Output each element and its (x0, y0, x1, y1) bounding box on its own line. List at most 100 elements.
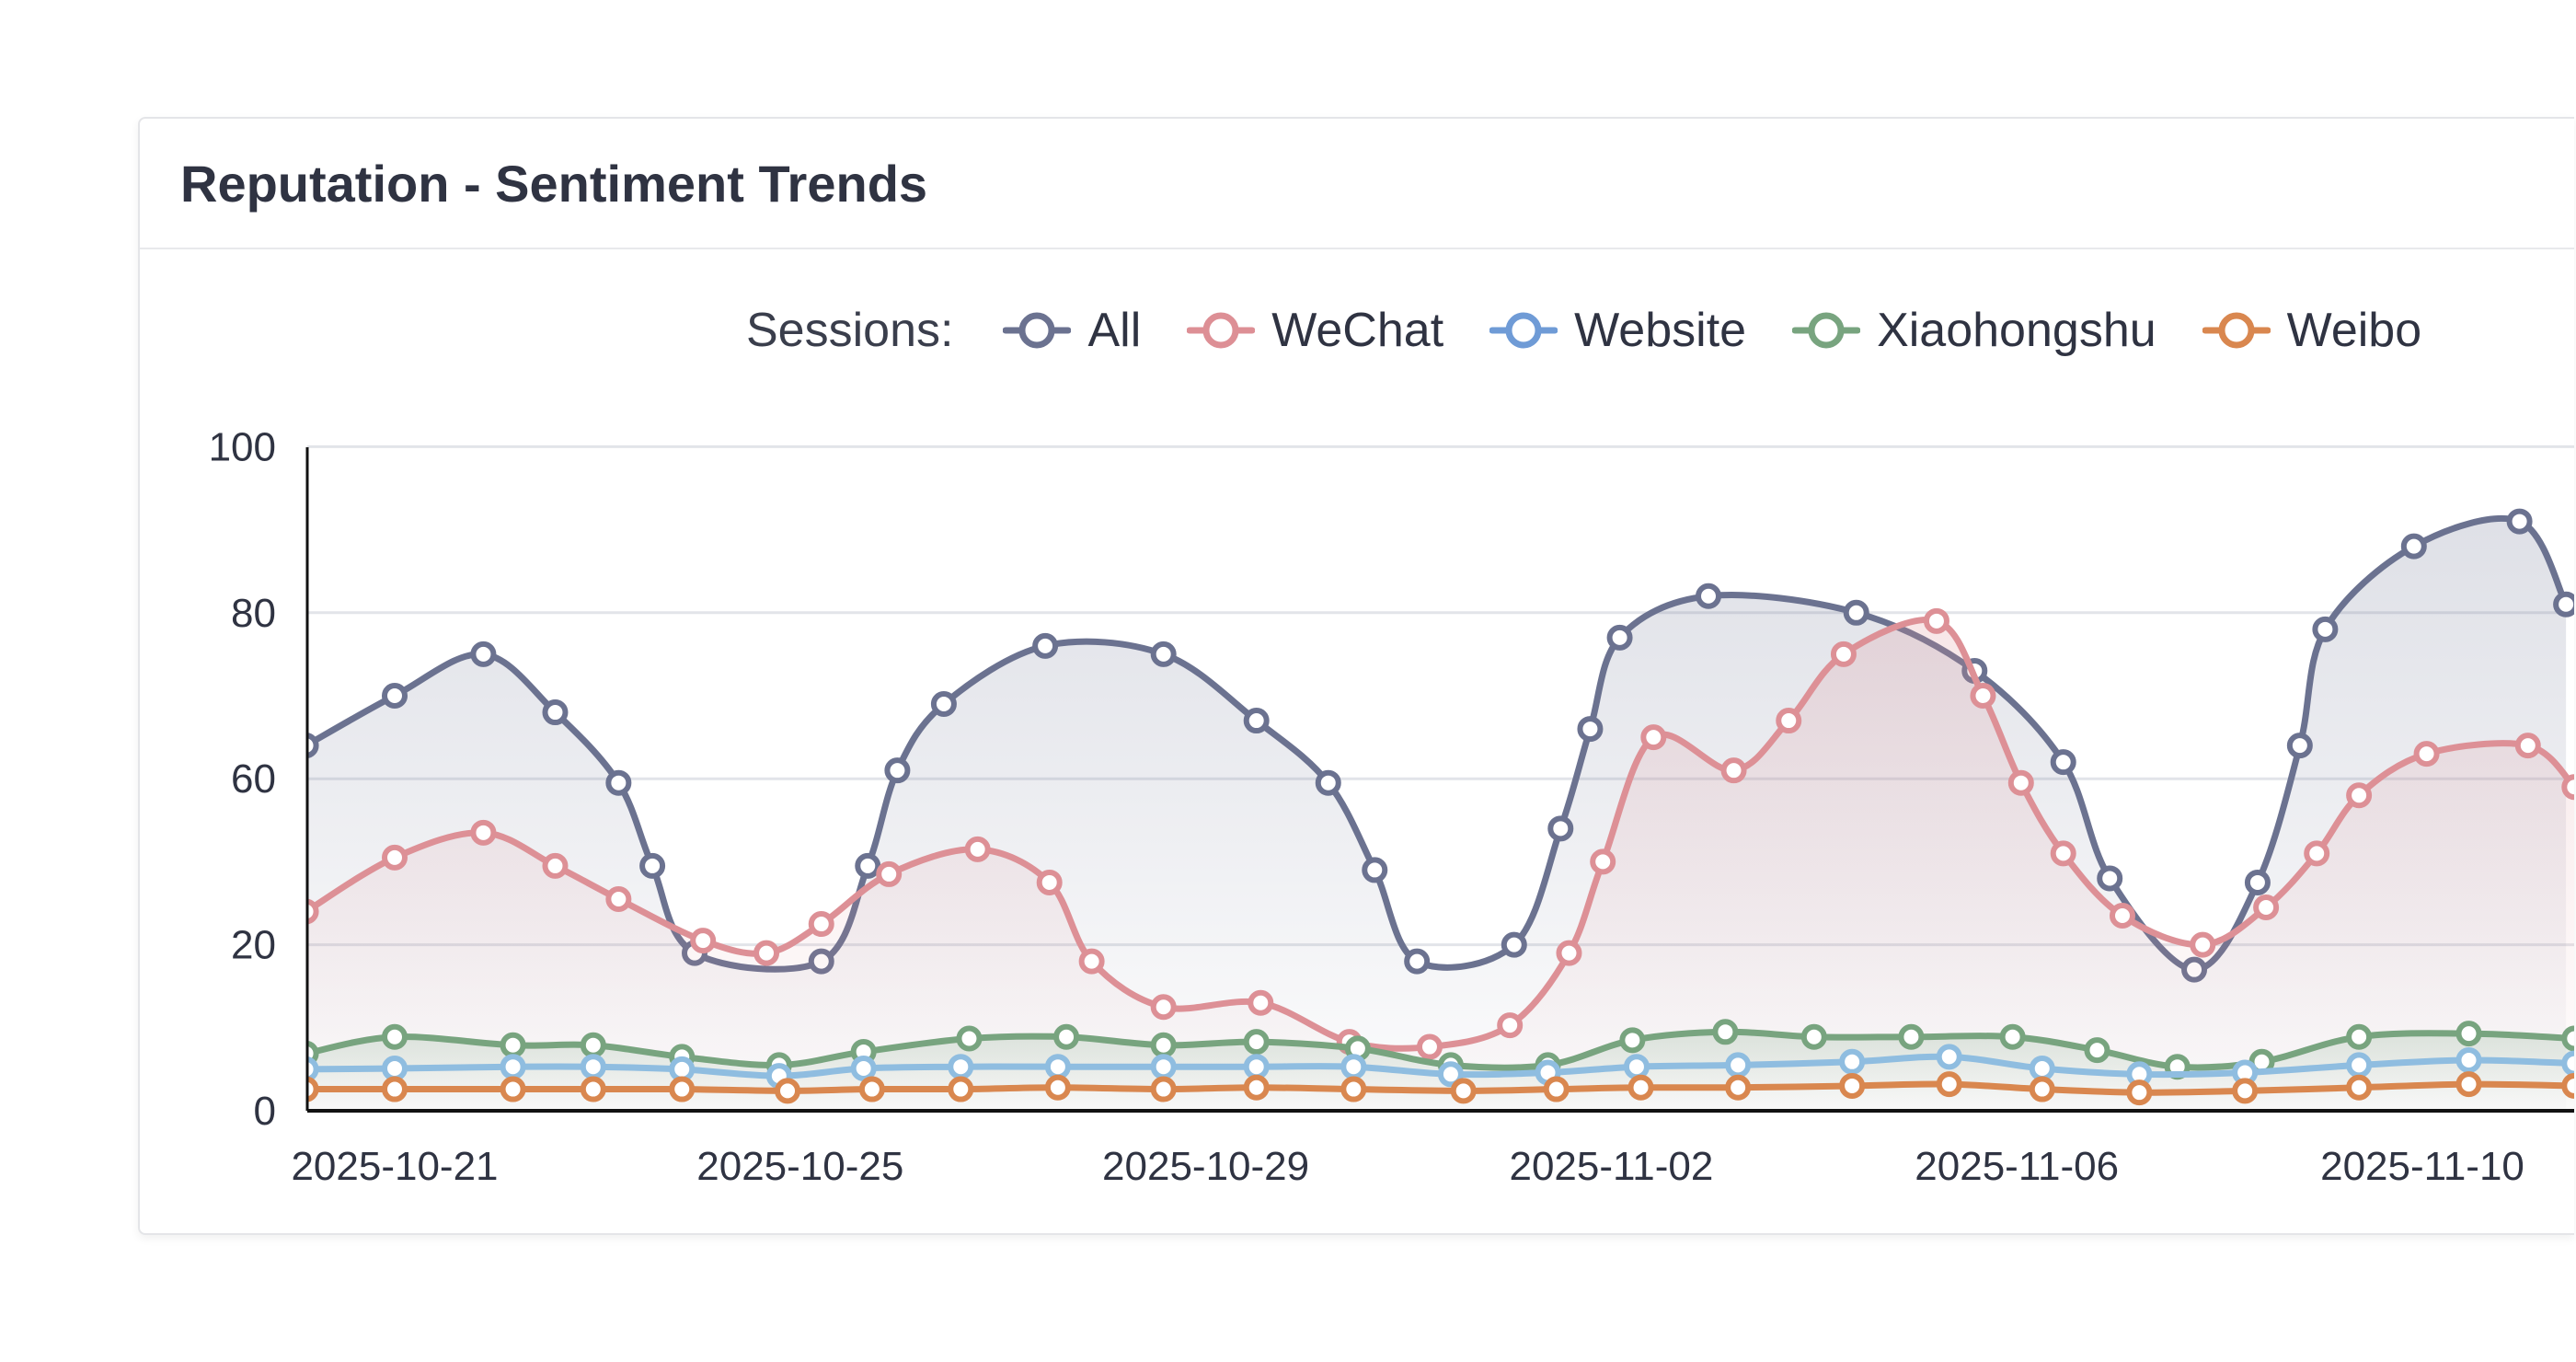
data-point-all[interactable] (1150, 641, 1177, 667)
data-point-weibo[interactable] (1839, 1072, 1866, 1099)
data-point-website[interactable] (1839, 1048, 1866, 1075)
data-point-wechat[interactable] (1078, 948, 1105, 975)
data-point-xiaohongshu[interactable] (500, 1032, 526, 1058)
data-point-wechat[interactable] (2253, 895, 2280, 921)
data-point-wechat[interactable] (2050, 840, 2076, 867)
data-point-all[interactable] (2286, 733, 2313, 759)
data-point-weibo[interactable] (1725, 1074, 1752, 1101)
data-point-website[interactable] (1437, 1061, 1464, 1088)
legend-item-wechat[interactable]: WeChat (1187, 303, 1443, 358)
data-point-wechat[interactable] (690, 928, 717, 954)
data-point-weibo[interactable] (1543, 1076, 1570, 1102)
legend-item-weibo[interactable]: Weibo (2202, 303, 2421, 358)
data-point-weibo[interactable] (948, 1076, 974, 1102)
data-point-wechat[interactable] (2514, 733, 2541, 759)
data-point-weibo[interactable] (858, 1076, 885, 1102)
data-point-all[interactable] (542, 699, 569, 726)
data-point-wechat[interactable] (1923, 607, 1949, 634)
data-point-wechat[interactable] (1830, 641, 1857, 667)
legend-item-all[interactable]: All (1003, 303, 1141, 358)
data-point-website[interactable] (2455, 1046, 2482, 1073)
data-point-wechat[interactable] (470, 819, 497, 846)
data-point-wechat[interactable] (1248, 989, 1274, 1016)
data-point-all[interactable] (382, 683, 408, 709)
data-point-website[interactable] (500, 1054, 526, 1080)
data-point-weibo[interactable] (2029, 1076, 2055, 1102)
data-point-website[interactable] (850, 1055, 877, 1081)
data-point-wechat[interactable] (542, 852, 569, 879)
data-point-all[interactable] (1032, 632, 1059, 659)
data-point-wechat[interactable] (2413, 741, 2440, 768)
data-point-wechat[interactable] (1720, 757, 1747, 784)
data-point-xiaohongshu[interactable] (2455, 1021, 2482, 1047)
data-point-weibo[interactable] (669, 1076, 696, 1102)
data-point-wechat[interactable] (382, 844, 408, 871)
data-point-weibo[interactable] (296, 1076, 319, 1102)
data-point-xiaohongshu[interactable] (382, 1023, 408, 1050)
data-point-wechat[interactable] (1036, 869, 1063, 895)
data-point-weibo[interactable] (2455, 1071, 2482, 1098)
data-point-weibo[interactable] (1340, 1076, 1367, 1102)
data-point-wechat[interactable] (1497, 1012, 1524, 1039)
data-point-website[interactable] (1150, 1054, 1177, 1080)
data-point-website[interactable] (2346, 1052, 2373, 1079)
data-point-wechat[interactable] (2007, 769, 2034, 796)
data-point-all[interactable] (884, 757, 911, 784)
data-point-all[interactable] (296, 733, 319, 759)
data-point-xiaohongshu[interactable] (956, 1025, 983, 1052)
data-point-all[interactable] (1243, 708, 1270, 734)
data-point-weibo[interactable] (1936, 1071, 1962, 1098)
data-point-website[interactable] (1936, 1044, 1962, 1070)
data-point-weibo[interactable] (1450, 1078, 1477, 1104)
data-point-all[interactable] (1696, 583, 1722, 609)
data-point-wechat[interactable] (876, 860, 903, 887)
data-point-wechat[interactable] (2109, 903, 2135, 929)
data-point-weibo[interactable] (775, 1078, 801, 1104)
data-point-website[interactable] (2561, 1050, 2576, 1077)
data-point-all[interactable] (1547, 815, 1574, 842)
data-point-wechat[interactable] (2561, 774, 2576, 801)
data-point-website[interactable] (1623, 1054, 1650, 1080)
legend-item-website[interactable]: Website (1489, 303, 1746, 358)
data-point-website[interactable] (1044, 1054, 1071, 1080)
data-point-website[interactable] (382, 1055, 408, 1081)
data-point-all[interactable] (1404, 948, 1431, 975)
data-point-xiaohongshu[interactable] (1619, 1027, 1646, 1054)
data-point-xiaohongshu[interactable] (1053, 1023, 1080, 1050)
data-point-wechat[interactable] (1150, 994, 1177, 1021)
data-point-all[interactable] (1843, 599, 1869, 626)
data-point-weibo[interactable] (1243, 1074, 1270, 1101)
data-point-xiaohongshu[interactable] (1800, 1023, 1827, 1050)
data-point-all[interactable] (605, 769, 632, 796)
data-point-weibo[interactable] (2346, 1074, 2373, 1101)
data-point-all[interactable] (2050, 749, 2076, 776)
data-point-wechat[interactable] (753, 940, 780, 966)
data-point-wechat[interactable] (2190, 931, 2216, 958)
data-point-website[interactable] (1340, 1054, 1367, 1080)
data-point-xiaohongshu[interactable] (2346, 1023, 2373, 1050)
data-point-xiaohongshu[interactable] (2561, 1025, 2576, 1052)
data-point-wechat[interactable] (2346, 782, 2373, 809)
data-point-weibo[interactable] (1150, 1076, 1177, 1102)
data-point-all[interactable] (1315, 769, 1341, 796)
data-point-all[interactable] (2244, 869, 2271, 895)
data-point-xiaohongshu[interactable] (1999, 1023, 2026, 1050)
data-point-weibo[interactable] (1044, 1074, 1071, 1101)
data-point-website[interactable] (1243, 1054, 1270, 1080)
data-point-weibo[interactable] (2232, 1078, 2259, 1104)
data-point-website[interactable] (580, 1054, 606, 1080)
data-point-weibo[interactable] (500, 1076, 526, 1102)
data-point-wechat[interactable] (296, 898, 319, 925)
data-point-wechat[interactable] (1970, 683, 1996, 709)
data-point-xiaohongshu[interactable] (1898, 1023, 1925, 1050)
data-point-all[interactable] (639, 852, 666, 879)
data-point-website[interactable] (1725, 1052, 1752, 1079)
data-point-website[interactable] (2029, 1055, 2055, 1081)
data-point-website[interactable] (948, 1054, 974, 1080)
data-point-all[interactable] (1606, 624, 1633, 651)
data-point-all[interactable] (2400, 533, 2427, 560)
data-point-wechat[interactable] (1590, 848, 1616, 875)
data-point-weibo[interactable] (382, 1076, 408, 1102)
data-point-all[interactable] (470, 641, 497, 667)
data-point-website[interactable] (296, 1056, 319, 1082)
